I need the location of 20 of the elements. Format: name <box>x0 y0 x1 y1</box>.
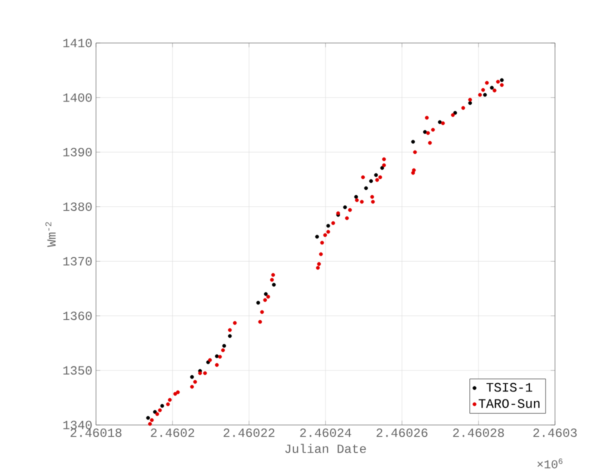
legend-label: TSIS-1 <box>486 382 532 392</box>
legend-label: TARO-Sun <box>478 399 540 408</box>
y-tick-label: 1410 <box>63 38 92 48</box>
x-tick-label: 2.46022 <box>224 428 274 438</box>
y-tick-label: 1350 <box>63 366 92 375</box>
y-tick-label: 1400 <box>63 93 92 102</box>
x-tick-label: 2.4603 <box>533 428 577 438</box>
x-tick-label: 2.46026 <box>376 428 428 438</box>
y-axis-title: Wm$^{-2}$ <box>45 222 56 247</box>
x-tick-label: 2.46018 <box>70 428 122 438</box>
y-tick-label: 1360 <box>63 312 92 320</box>
y-tick-label: 1380 <box>63 202 92 211</box>
x-tick-label: 2.46028 <box>453 428 504 438</box>
text: ×10$^{6}$ <box>537 458 562 468</box>
x-tick-label: 2.46024 <box>300 428 352 438</box>
y-tick-label: 1340 <box>63 420 92 430</box>
y-tick-label: 1390 <box>63 148 92 156</box>
y-tick-label: 1370 <box>63 257 92 266</box>
x-tick-label: 2.4602 <box>150 428 194 438</box>
x-axis-title: Julian Date <box>285 444 366 454</box>
